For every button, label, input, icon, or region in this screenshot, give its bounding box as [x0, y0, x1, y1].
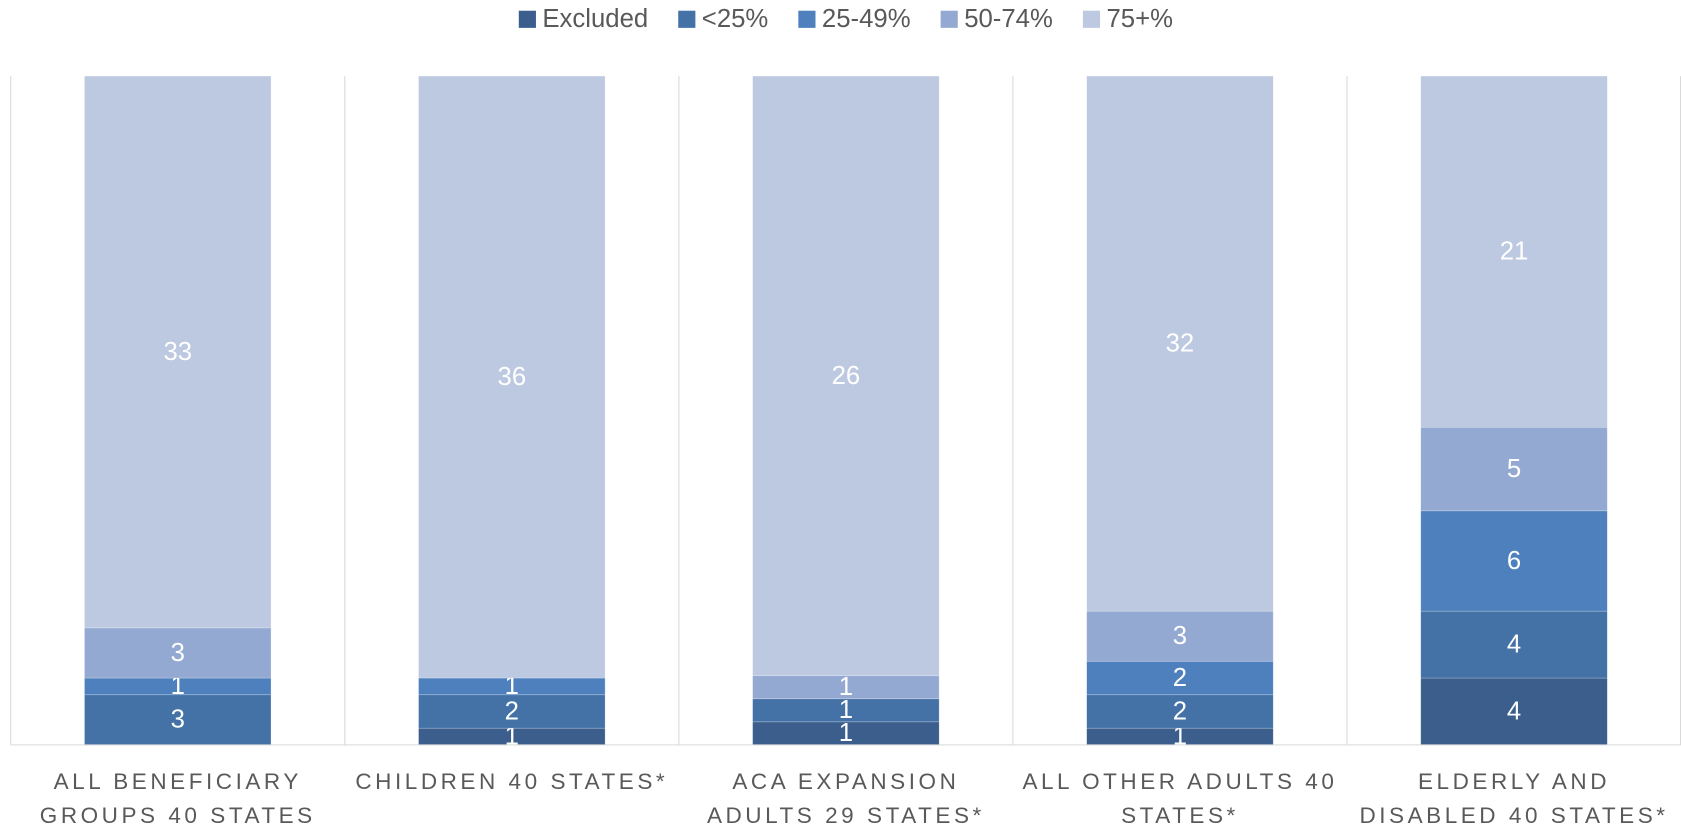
- data-label: 3: [1173, 622, 1187, 650]
- x-tick-label: ACA EXPANSION ADULTS 29 STATES*: [706, 769, 985, 829]
- bar-segment: [418, 694, 606, 729]
- data-label: 1: [505, 672, 519, 700]
- data-label: 1: [839, 696, 853, 724]
- legend-swatch: [798, 10, 816, 28]
- legend-label: 75+%: [1106, 5, 1173, 33]
- legend-label: 25-49%: [822, 5, 911, 33]
- data-label: 2: [505, 697, 519, 725]
- bar-segment: [752, 75, 940, 677]
- data-label: 6: [1507, 547, 1521, 575]
- data-label: 3: [171, 706, 185, 734]
- bar-segment: [418, 75, 606, 679]
- data-label: 1: [839, 673, 853, 701]
- legend-label: Excluded: [542, 5, 648, 33]
- bar-segment: [84, 75, 272, 629]
- bar-segment: [1086, 660, 1274, 696]
- bar-segment: [1420, 426, 1608, 512]
- data-label: 1: [1173, 722, 1187, 750]
- bar-segment: [1086, 694, 1274, 729]
- legend-label: 50-74%: [964, 5, 1053, 33]
- x-tick-label: ELDERLY AND DISABLED 40 STATES*: [1359, 769, 1669, 829]
- data-label: 32: [1166, 329, 1195, 357]
- bar-segment: [1086, 610, 1274, 662]
- legend-swatch: [678, 10, 696, 28]
- x-tick-label: ALL OTHER ADULTS 40 STATES*: [1022, 769, 1338, 829]
- data-label: 21: [1500, 238, 1529, 266]
- data-label: 4: [1507, 697, 1521, 725]
- data-label: 1: [839, 719, 853, 747]
- legend-swatch: [518, 10, 536, 28]
- data-label: 4: [1507, 630, 1521, 658]
- data-label: 36: [498, 363, 527, 391]
- data-label: 2: [1173, 697, 1187, 725]
- legend-swatch: [940, 10, 958, 28]
- bar-segment: [1420, 510, 1608, 612]
- data-label: 3: [171, 639, 185, 667]
- data-label: 26: [832, 362, 861, 390]
- data-label: 2: [1173, 664, 1187, 692]
- bar-segment: [1420, 610, 1608, 679]
- data-label: 33: [163, 338, 192, 366]
- data-label: 1: [171, 672, 185, 700]
- x-tick-label: ALL BENEFICIARY GROUPS 40 STATES: [39, 769, 316, 829]
- bar-segment: [1086, 75, 1274, 612]
- data-label: 5: [1507, 455, 1521, 483]
- x-tick-label: CHILDREN 40 STATES*: [355, 769, 669, 795]
- legend-label: <25%: [702, 5, 769, 33]
- legend-swatch: [1082, 10, 1101, 28]
- bar-segment: [1420, 75, 1608, 428]
- data-label: 1: [505, 722, 519, 750]
